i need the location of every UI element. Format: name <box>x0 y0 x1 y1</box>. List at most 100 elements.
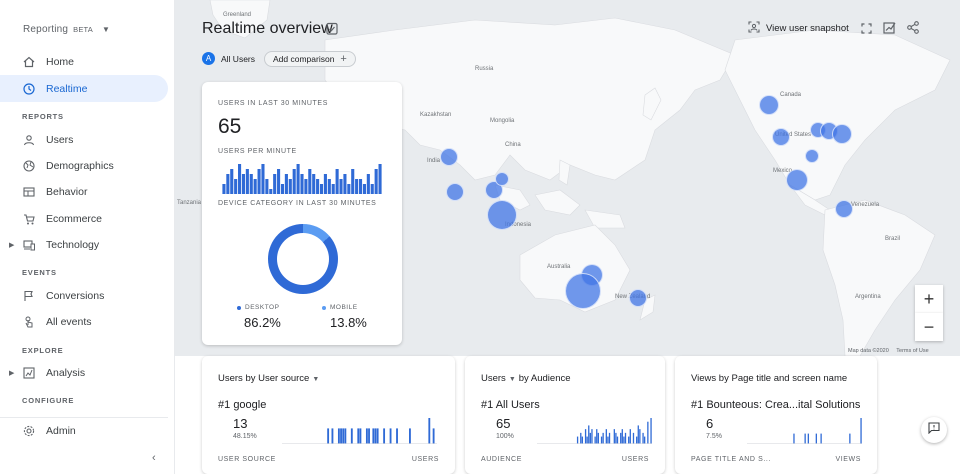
sparkbar-chart[interactable] <box>747 416 862 444</box>
mobile-legend: MOBILE <box>322 304 358 311</box>
sidebar-item-all-events[interactable]: All events <box>0 308 168 335</box>
map-bubble[interactable] <box>440 148 458 166</box>
sidebar-item-users[interactable]: Users <box>0 126 168 153</box>
desktop-pct: 86.2% <box>244 315 281 330</box>
map-label: Indonesia <box>505 222 532 228</box>
share-icon[interactable] <box>907 21 919 39</box>
gear-icon <box>22 424 36 438</box>
sparkbar-chart[interactable] <box>537 416 652 444</box>
per-minute-bar <box>241 174 246 194</box>
sidebar-item-ecommerce[interactable]: Ecommerce <box>0 205 168 232</box>
per-minute-bar <box>261 164 265 194</box>
sparkbar <box>623 436 625 444</box>
device-donut-chart[interactable] <box>268 224 338 294</box>
per-minute-bar <box>323 174 327 194</box>
per-minute-bar <box>362 184 366 194</box>
behavior-icon <box>22 185 36 199</box>
map-bubble[interactable] <box>487 200 517 230</box>
column-header-right: USERS <box>621 456 649 463</box>
audience-card: Users ▼ by Audience #1 All Users 65 100% A… <box>465 356 665 474</box>
per-minute-bar <box>327 179 331 194</box>
per-minute-bar <box>292 169 296 194</box>
view-user-snapshot-button[interactable]: View user snapshot <box>748 21 849 36</box>
map-bubble[interactable] <box>629 289 647 307</box>
map-bubble[interactable] <box>805 149 819 163</box>
expand-icon[interactable]: ▶ <box>9 241 15 249</box>
card-title[interactable]: Users ▼ by Audience <box>481 373 571 384</box>
per-minute-bar <box>366 174 370 194</box>
per-minute-bar <box>249 174 253 194</box>
sidebar-item-technology[interactable]: ▶ Technology <box>0 231 168 258</box>
sparkbar <box>331 428 334 444</box>
sparkbar <box>793 433 795 444</box>
per-minute-bar <box>355 179 359 194</box>
per-minute-bar <box>374 169 378 194</box>
map-bubble[interactable] <box>759 95 779 115</box>
sparkbar <box>647 421 649 444</box>
sparkbar-chart[interactable] <box>282 416 437 444</box>
sparkbar <box>600 436 603 444</box>
sidebar-item-label: All events <box>46 315 92 328</box>
sparkbar <box>432 428 435 444</box>
per-minute-bar <box>343 174 347 194</box>
map-bubble[interactable] <box>495 172 509 186</box>
per-minute-bar <box>335 169 339 194</box>
sparkbar <box>396 428 398 444</box>
fullscreen-icon[interactable] <box>861 21 872 39</box>
map-bubble[interactable] <box>565 273 601 309</box>
mobile-label: MOBILE <box>330 304 358 311</box>
sparkbar <box>620 432 622 444</box>
product-switcher[interactable]: Reporting BETA ▼ <box>23 24 110 35</box>
verified-icon[interactable] <box>326 22 338 40</box>
per-minute-bar <box>280 184 285 194</box>
map-label: Venezuela <box>851 202 880 208</box>
sparkbar <box>624 432 627 444</box>
sidebar-item-behavior[interactable]: Behavior <box>0 178 168 205</box>
map-bubble[interactable] <box>835 200 853 218</box>
sidebar-item-label: Admin <box>46 425 76 437</box>
top-pct: 7.5% <box>706 433 722 440</box>
sparkbar <box>374 428 377 444</box>
zoom-out-button[interactable]: − <box>915 313 943 341</box>
feedback-button[interactable] <box>921 417 947 443</box>
sidebar-item-home[interactable]: Home <box>0 48 168 75</box>
customize-report-icon[interactable] <box>883 21 896 39</box>
map-bubble[interactable] <box>772 128 790 146</box>
collapse-sidebar-icon[interactable]: ‹ <box>152 452 156 464</box>
desktop-label: DESKTOP <box>245 304 280 311</box>
top-rank: #1 Bounteous: Crea...ital Solutions <box>691 399 861 411</box>
home-icon <box>22 55 36 69</box>
sparkbar <box>608 432 611 444</box>
per-minute-bar <box>339 179 343 194</box>
sidebar-item-conversions[interactable]: Conversions <box>0 282 168 309</box>
card-title[interactable]: Users by User source ▼ <box>218 373 320 384</box>
sidebar-item-admin[interactable]: Admin <box>0 417 168 444</box>
map-label: Brazil <box>885 236 901 242</box>
users-value: 65 <box>218 115 242 138</box>
segment-chip[interactable]: A All Users <box>202 52 255 65</box>
sidebar-item-realtime[interactable]: Realtime <box>0 75 168 102</box>
column-header-right: USERS <box>411 456 439 463</box>
map-bubble[interactable] <box>786 169 808 191</box>
sparkbar <box>357 428 360 444</box>
zoom-in-button[interactable]: + <box>915 285 943 313</box>
sparkbar <box>344 428 347 444</box>
add-comparison-button[interactable]: Add comparison + <box>264 51 356 67</box>
map-bubble[interactable] <box>446 183 464 201</box>
map-bubble[interactable] <box>832 124 852 144</box>
map-label: India <box>427 158 441 164</box>
sparkbar <box>637 425 639 444</box>
users-per-minute-chart[interactable] <box>222 162 382 194</box>
terms-link[interactable]: Terms of Use <box>896 348 929 354</box>
sidebar-item-label: Conversions <box>46 289 105 302</box>
sidebar-item-analysis[interactable]: ▶ Analysis <box>0 359 168 386</box>
per-minute-bar <box>284 174 288 194</box>
realtime-summary-card: USERS IN LAST 30 MINUTES 65 USERS PER MI… <box>202 82 402 345</box>
expand-icon[interactable]: ▶ <box>9 369 15 377</box>
sidebar-item-label: Behavior <box>46 185 88 198</box>
per-minute-bar <box>304 179 308 194</box>
sidebar-item-label: Home <box>46 55 75 68</box>
clock-icon <box>22 82 36 96</box>
sidebar-item-demographics[interactable]: Demographics <box>0 152 168 179</box>
top-value: 13 <box>233 416 248 431</box>
